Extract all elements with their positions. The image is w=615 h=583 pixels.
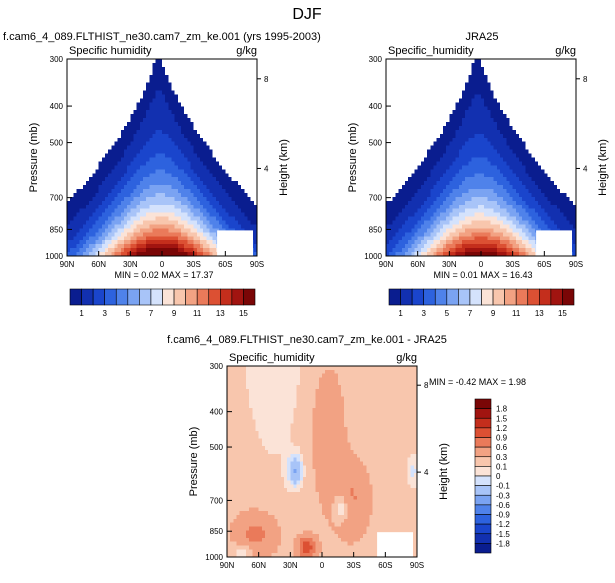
x-tick-label: 0 [160,260,165,269]
y-tick-label: 400 [50,102,64,111]
colorbar-swatch [151,289,163,305]
units-label: g/kg [236,45,257,57]
page-title: DJF [292,6,322,23]
colorbar-swatch [116,289,128,305]
x-tick-label: 60S [218,260,232,269]
colorbar-swatch [186,289,198,305]
colorbar-swatch [243,289,255,305]
colorbar-label: 9 [172,309,177,318]
colorbar-swatch [82,289,94,305]
colorbar-swatch [163,289,175,305]
colorbar-swatch [174,289,186,305]
colorbar-swatch [139,289,151,305]
y-right-tick-label: 4 [264,164,269,173]
variable-label: Specific humidity [69,45,152,57]
colorbar-label: 15 [239,309,248,318]
colorbar-label: 11 [193,309,202,318]
colorbar-label: 13 [216,309,225,318]
surface-mask [217,230,253,256]
colorbar-swatch [220,289,232,305]
y-tick-label: 700 [50,194,64,203]
x-tick-label: 30S [187,260,201,269]
colorbar-label: 7 [149,309,154,318]
colorbar-swatch [105,289,117,305]
y-tick-label: 850 [50,225,64,234]
y-tick-label: 500 [50,139,64,148]
field-cells [386,59,577,257]
colorbar-swatch [232,289,244,305]
x-tick-label: 60N [91,260,106,269]
colorbar-swatch [70,289,82,305]
colorbar-label: 1 [79,309,84,318]
variable-label: Specific_humidity [388,45,474,57]
colorbar-swatch [93,289,105,305]
units-label: g/kg [555,45,576,57]
colorbar-label: 5 [126,309,131,318]
y-axis-label: Pressure (mb) [28,123,40,193]
colorbar-swatch [209,289,221,305]
chart-title: f.cam6_4_089.FLTHIST_ne30.cam7_zm_ke.001… [3,31,321,43]
stats-label: MIN = 0.02 MAX = 17.37 [114,270,213,280]
y-right-axis-label: Height (km) [278,139,290,196]
x-tick-label: 90N [60,260,75,269]
x-tick-label: 30N [123,260,138,269]
y-tick-label: 1000 [45,252,63,261]
y-right-tick-label: 8 [264,75,269,84]
panels: f.cam6_4_089.FLTHIST_ne30.cam7_zm_ke.001… [3,31,609,570]
x-tick-label: 90S [250,260,264,269]
chart-title: JRA25 [465,31,498,43]
colorbar-swatch [128,289,140,305]
chart-panel-1: f.cam6_4_089.FLTHIST_ne30.cam7_zm_ke.001… [3,31,321,318]
colorbar-label: 3 [102,309,107,318]
colorbar-swatch [197,289,209,305]
field-cells [67,59,258,257]
y-tick-label: 300 [50,55,64,64]
